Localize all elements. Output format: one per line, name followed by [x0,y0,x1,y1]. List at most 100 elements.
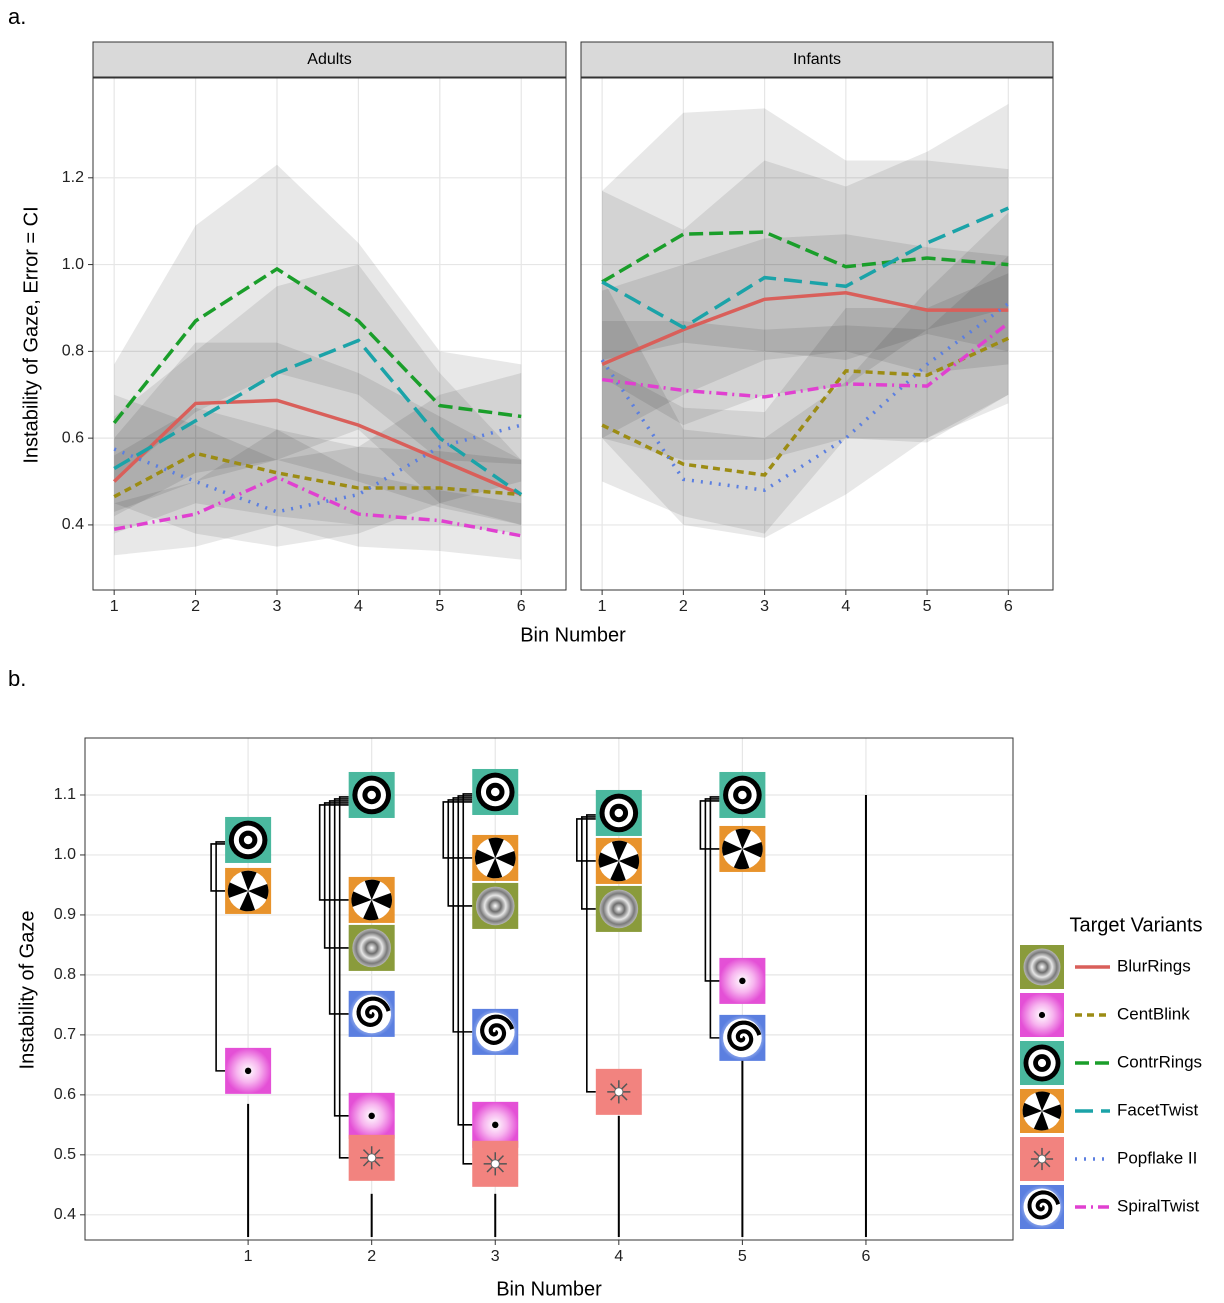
panel-label: a. [8,4,26,29]
plot-background [581,78,1053,590]
variant-icon [225,867,272,914]
cluster-bracket [338,796,349,1159]
icon-art [475,886,515,926]
icon-art [480,1014,515,1045]
legend-label: CentBlink [1117,1004,1190,1023]
variant-icon [595,789,642,836]
plot-border [580,77,1054,591]
variant-icon [472,834,519,881]
variant-icon [225,1047,272,1094]
variant-icon [719,1014,766,1061]
plot-background [85,738,1013,1240]
cluster-bracket [457,795,473,1126]
facet-strip [92,41,567,78]
legend-label: ContrRings [1117,1052,1202,1071]
plot-border [84,737,1014,1241]
icon-art [1023,948,1061,986]
icon-art [241,870,257,891]
line [113,423,522,514]
variant-icon [719,771,766,818]
icon-art [614,808,624,818]
icon-art [1027,1190,1061,1220]
icon-art [1042,1104,1062,1120]
ci-band [114,164,522,482]
variant-icon [595,885,642,932]
variant-icon [595,1068,642,1115]
y-tick-label: 0.9 [54,906,76,923]
icon-art [1037,1154,1047,1164]
icon-art [739,977,746,985]
icon-art [243,835,253,845]
cluster-bracket [210,843,226,892]
x-tick-label: 2 [191,598,200,615]
icon-art [738,790,747,800]
icon-art [367,790,376,800]
variant-icon [472,768,519,815]
cluster-bracket [215,841,226,1072]
icon-art [618,853,640,870]
legend-key [1020,1185,1064,1229]
cluster-bracket [581,816,596,910]
cluster-bracket [447,799,473,907]
icon-art [1038,1011,1046,1019]
icon-art [363,899,379,921]
variant-icon [719,825,766,872]
icon-art [599,889,639,929]
y-tick-label: 0.7 [54,1026,76,1043]
icon-art [488,837,504,858]
cluster-bracket [704,798,720,982]
icon-art [1022,1102,1042,1118]
icon-art [1035,1091,1051,1111]
x-tick-label: 1 [598,598,607,615]
icon-art [733,848,750,870]
x-tick-label: 6 [862,1248,871,1265]
x-tick-label: 3 [273,598,282,615]
variant-icon [348,924,395,971]
x-tick-label: 2 [367,1248,376,1265]
x-tick-label: 6 [1004,598,1013,615]
legend-label: FacetTwist [1117,1100,1199,1119]
legend-label: SpiralTwist [1117,1196,1199,1215]
y-tick-label: 1.1 [54,786,76,803]
y-tick-label: 1.0 [62,256,84,273]
legend-label: Popflake II [1117,1148,1197,1167]
icon-art [492,1121,499,1129]
ci-band [602,108,1009,361]
facet-strip [580,41,1054,78]
line [113,451,522,499]
plot-background [93,78,566,590]
plot-border [92,77,567,591]
x-tick-label: 4 [614,1248,623,1265]
x-axis-title: Bin Number [520,624,626,646]
y-tick-label: 1.0 [54,846,76,863]
icon-art [490,1159,500,1169]
legend-key [1020,993,1064,1037]
cluster-bracket [586,814,596,1093]
line [112,266,522,425]
x-tick-label: 5 [738,1248,747,1265]
icon-art [598,852,619,868]
variant-icon [472,1101,519,1148]
icon-art [248,883,269,900]
variant-icon [472,882,519,929]
legend-key [1020,1041,1064,1085]
y-axis-title: Instability of Gaze, Error = CI [20,206,42,463]
variant-icon [348,990,395,1037]
x-tick-label: 4 [841,598,850,615]
cluster-bracket [333,798,349,1117]
x-tick-label: 3 [491,1248,500,1265]
ci-band [602,255,1009,460]
legend-key [1020,1089,1064,1133]
x-tick-label: 5 [435,598,444,615]
icon-art [490,787,500,797]
panel-label: b. [8,666,26,691]
legend-label: BlurRings [1117,956,1191,975]
icon-art [474,849,496,865]
variant-icon [348,1134,395,1181]
icon-art [495,850,516,867]
icon-art [239,890,256,912]
variant-icon [348,876,395,923]
ci-band [114,407,522,534]
variant-icon [348,771,395,818]
